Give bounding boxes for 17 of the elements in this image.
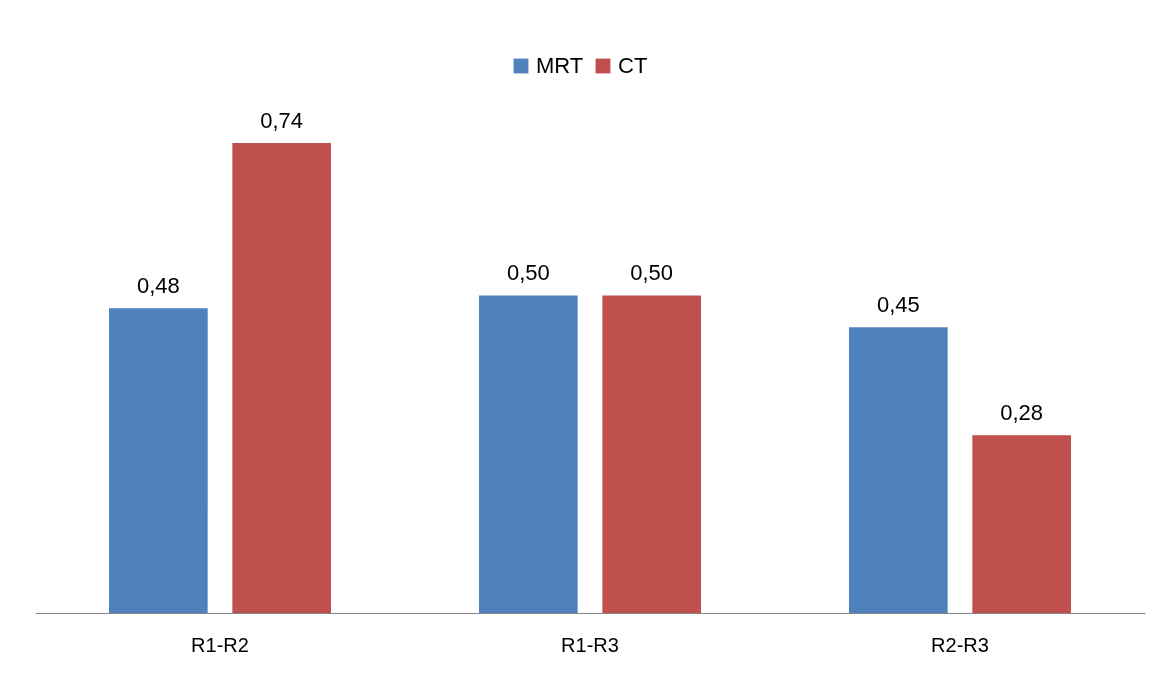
x-tick-label: R1-R3 (561, 633, 619, 656)
bar (109, 308, 208, 613)
data-label: 0,28 (1000, 400, 1044, 426)
data-label: 0,74 (260, 108, 304, 133)
bar (602, 295, 701, 613)
x-tick-label: R1-R2 (191, 633, 249, 656)
legend-label: CT (618, 53, 648, 78)
bar (972, 435, 1071, 613)
data-label: 0,50 (630, 260, 674, 286)
data-label: 0,45 (876, 292, 920, 318)
bar (479, 295, 578, 613)
bar (232, 143, 331, 613)
data-label: 0,50 (506, 260, 550, 286)
x-tick-label: R2-R3 (931, 633, 989, 656)
data-label: 0,48 (136, 273, 180, 299)
bar (849, 327, 948, 613)
legend-label: MRT (536, 53, 584, 78)
